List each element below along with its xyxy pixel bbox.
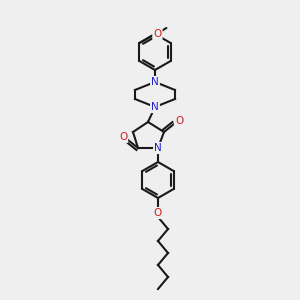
Text: N: N: [154, 143, 162, 153]
Text: O: O: [154, 208, 162, 218]
Text: N: N: [151, 77, 159, 87]
Text: O: O: [175, 116, 183, 126]
Text: O: O: [153, 29, 161, 39]
Text: N: N: [151, 102, 159, 112]
Text: O: O: [119, 132, 127, 142]
